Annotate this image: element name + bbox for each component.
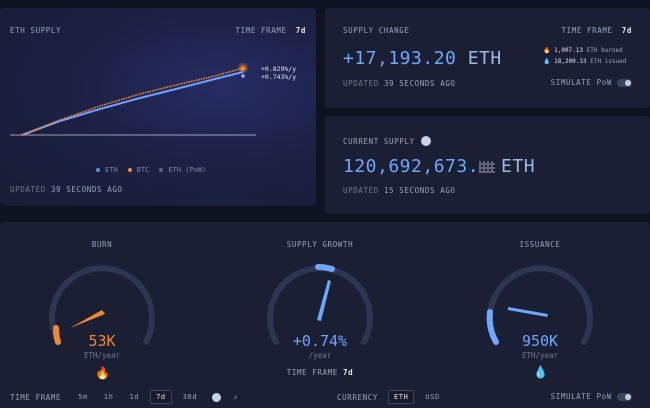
burn-unit: ETH/year [83,351,121,360]
bolt-icon[interactable]: ⚡ [233,392,239,402]
burn-gauge-track [49,265,155,345]
time-frame-7d[interactable]: 7d [150,390,172,404]
burn-issue-breakdown: 🔥 1,007.13 ETH burned 💧 18,200.33 ETH is… [543,45,626,67]
eth-supply-chart [10,62,256,136]
eth-end-point [240,66,246,72]
burn-gauge [49,265,155,345]
currency-usd[interactable]: USD [425,393,440,401]
burned-row: 🔥 1,007.13 ETH burned [543,47,623,54]
supply-change-card: SUPPLY CHANGE TIME FRAME 7d +17,193.20 E… [325,8,650,108]
current-supply-updated: UPDATED 15 SECONDS AGO [343,186,456,195]
time-frame-selector: TIME FRAME 5m 1h 1d 7d 30d ⚡ [10,390,239,404]
supply-change-title: SUPPLY CHANGE [343,26,410,35]
growth-gauge-track [267,265,373,345]
current-supply-value: 120,692,673. ETH [343,156,536,177]
eth-supply-updated: UPDATED 39 SECONDS AGO [10,185,123,194]
burn-gauge-needle [70,310,105,328]
currency-selector: CURRENCY ETH USD [337,390,445,404]
eth-supply-card: ETH SUPPLY TIME FRAME 7d +0.829%/y +0.74… [0,8,316,206]
burn-gauge-fill [53,325,61,345]
pow-rate: +0.743%/y [261,73,297,81]
simulate-pow-toggle[interactable]: SIMULATE PoW [551,78,632,87]
supply-change-updated: UPDATED 39 SECONDS AGO [343,79,456,88]
time-frame-5m[interactable]: 5m [78,393,88,401]
legend-eth[interactable]: ETH [96,166,118,174]
growth-time-frame[interactable]: TIME FRAME 7d [286,368,354,377]
growth-title: SUPPLY GROWTH [286,240,354,249]
eth-supply-time-frame[interactable]: TIME FRAME 7d [235,26,306,35]
legend-btc[interactable]: BTC [127,166,149,174]
gauges-card: BURN 53K ETH/year 🔥 SUPPLY GROWTH +0.74%… [0,222,650,408]
flame-icon: 🔥 [95,366,110,380]
growth-gauge-fill [315,264,335,272]
issuance-gauge-fill [486,309,499,345]
pow-end-point [241,74,245,78]
eth-supply-title: ETH SUPPLY [10,26,62,35]
issued-row: 💧 18,200.33 ETH issued [543,58,627,65]
currency-eth[interactable]: ETH [387,390,415,404]
toggle-switch[interactable] [617,79,632,87]
merge-icon[interactable] [212,392,222,402]
eth-pow-line [21,71,244,136]
growth-unit: /year [308,351,332,360]
bottom-simulate-pow-toggle[interactable]: SIMULATE PoW [551,392,632,401]
issuance-gauge-track [487,265,593,345]
eth-line [21,67,244,136]
current-supply-title: CURRENT SUPPLY [343,136,431,146]
eth-rate: +0.829%/y [261,65,297,73]
supply-change-time-frame[interactable]: TIME FRAME 7d [561,26,632,35]
growth-value: +0.74% [292,332,348,350]
time-frame-1d[interactable]: 1d [129,393,140,401]
burn-value: 53K [88,332,116,350]
growth-rates: +0.829%/y +0.743%/y [261,65,296,81]
legend-eth-pow[interactable]: ETH (PoW) [159,166,206,174]
scramble-digits-icon [479,161,496,173]
flame-icon: 🔥 [543,47,551,54]
chart-legend: ETH BTC ETH (PoW) [96,166,216,174]
growth-gauge [267,264,373,345]
supply-change-value: +17,193.20 ETH [343,48,502,69]
issuance-unit: ETH/year [521,351,559,360]
issuance-gauge-needle [508,307,548,317]
droplet-icon: 💧 [543,58,551,65]
toggle-switch[interactable] [617,393,632,401]
issuance-value: 950K [521,332,559,350]
time-frame-1h[interactable]: 1h [103,393,114,401]
time-frame-30d[interactable]: 30d [182,393,198,401]
current-supply-card: CURRENT SUPPLY 120,692,673. ETH UPDATED 1… [325,116,650,214]
growth-gauge-needle [317,280,331,321]
issuance-title: ISSUANCE [519,240,561,249]
burn-title: BURN [91,240,113,249]
globe-icon [420,136,431,146]
issuance-gauge [486,265,593,345]
droplet-icon: 💧 [533,365,548,379]
